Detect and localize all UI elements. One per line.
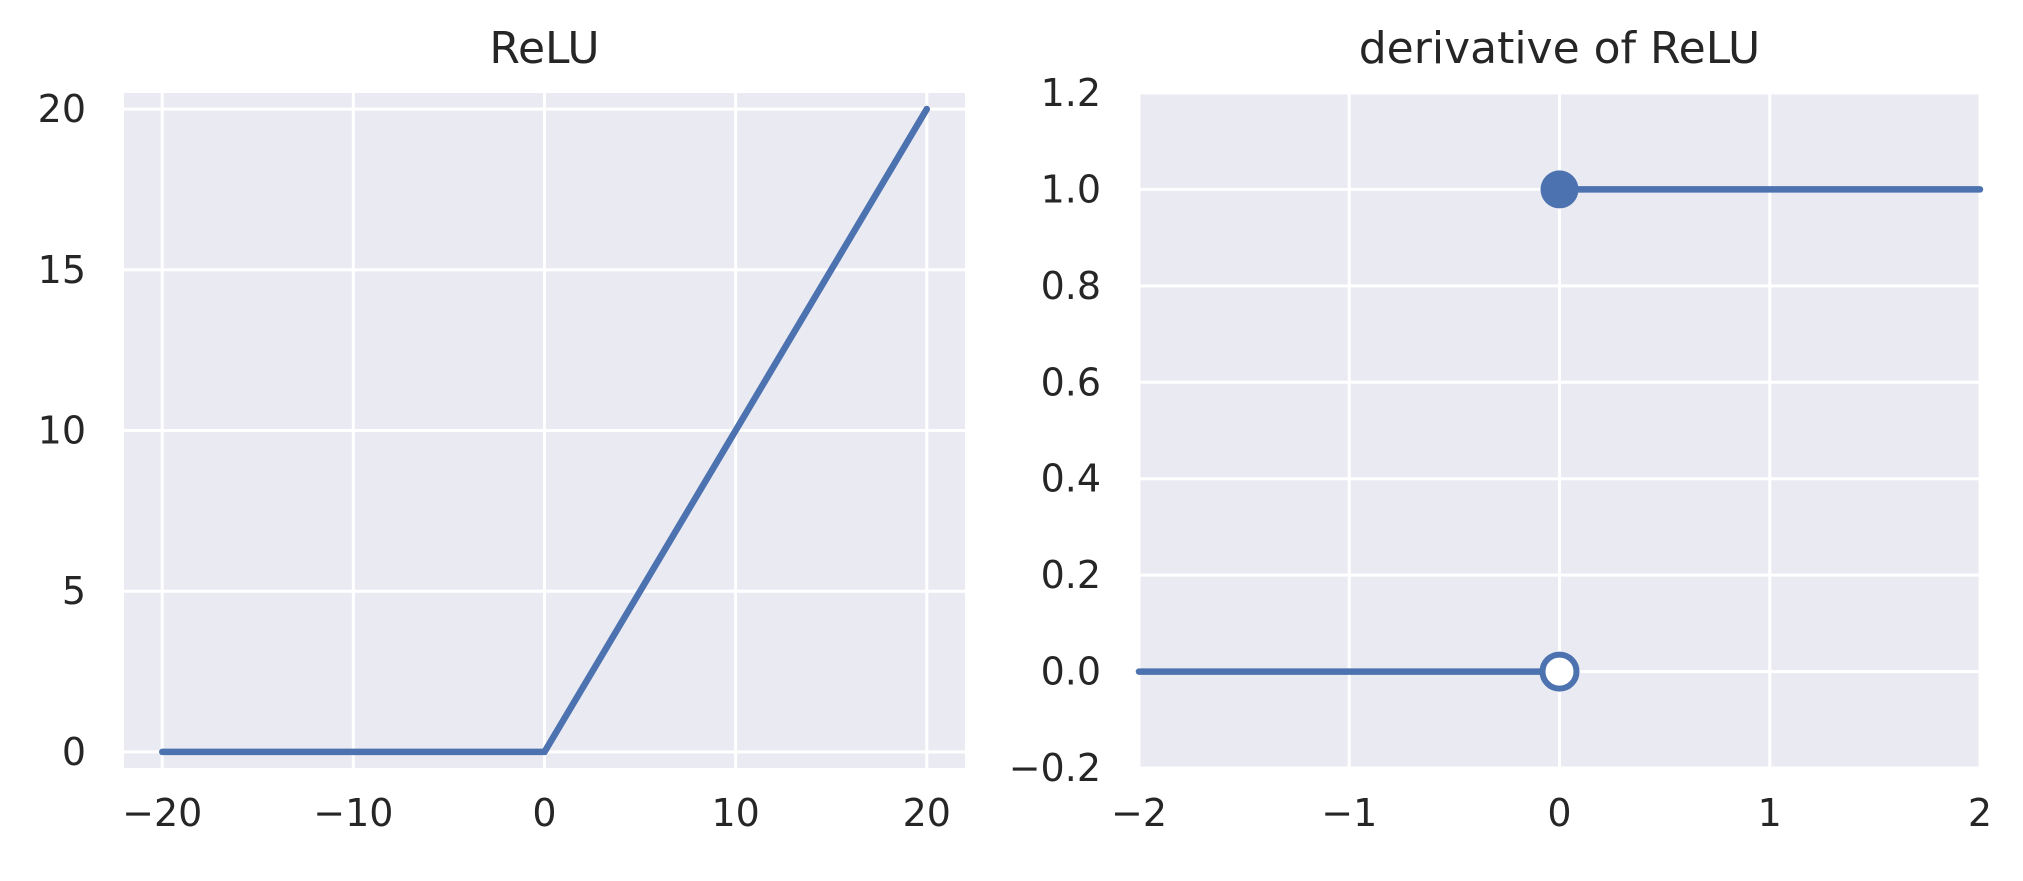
x-tick-label: 10 — [711, 791, 759, 835]
y-tick-label: 0.0 — [1041, 650, 1101, 694]
x-tick-label: 0 — [1547, 791, 1571, 835]
x-tick-label: 1 — [1758, 791, 1782, 835]
x-tick-label: −20 — [122, 791, 202, 835]
y-tick-label: 0.2 — [1041, 553, 1101, 597]
filled-point-marker — [1540, 170, 1579, 209]
y-tick-label: 10 — [38, 409, 86, 453]
x-tick-label: −2 — [1111, 791, 1167, 835]
y-tick-label: 1.2 — [1041, 71, 1101, 115]
y-tick-label: 0.6 — [1041, 360, 1101, 404]
x-tick-label: −1 — [1321, 791, 1377, 835]
x-tick-label: −10 — [313, 791, 393, 835]
series-line — [158, 105, 931, 756]
y-tick-label: 0 — [62, 730, 86, 774]
open-point-marker — [1539, 651, 1580, 692]
y-tick-label: −0.2 — [1009, 746, 1101, 790]
chart-title: ReLU — [489, 23, 599, 74]
x-tick-label: 0 — [532, 791, 556, 835]
y-tick-label: 0.8 — [1041, 264, 1101, 308]
x-tick-label: 2 — [1968, 791, 1992, 835]
y-tick-label: 15 — [38, 248, 86, 292]
relu-chart: −20 −10 0 10 20 0 5 10 15 20 ReLU — [38, 23, 965, 835]
y-tick-label: 5 — [62, 569, 86, 613]
y-tick-label: 0.4 — [1041, 457, 1101, 501]
y-tick-label: 1.0 — [1041, 167, 1101, 211]
relu-derivative-chart: −2 −1 0 1 2 −0.2 0.0 0.2 0.4 0.6 0.8 1.0 1.2 derivati… — [1009, 23, 1992, 835]
y-tick-label: 20 — [38, 87, 86, 131]
x-tick-label: 20 — [903, 791, 951, 835]
chart-title: derivative of ReLU — [1359, 23, 1760, 74]
